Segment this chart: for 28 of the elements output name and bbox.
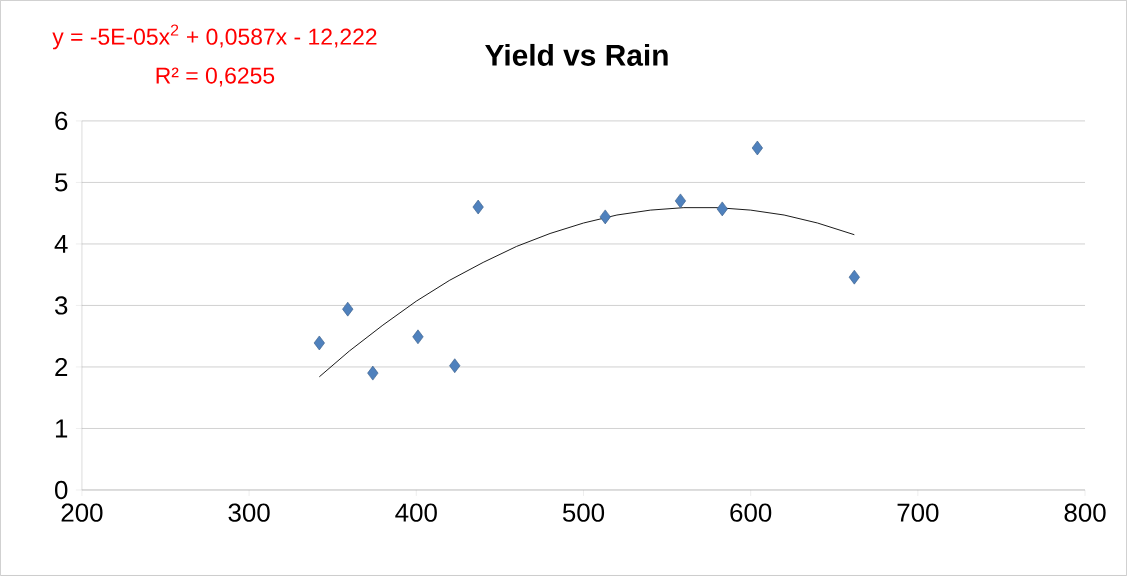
x-tick-label: 400 xyxy=(395,503,437,522)
point xyxy=(751,140,763,156)
point xyxy=(599,209,611,225)
y-tick-label: 5 xyxy=(55,173,68,192)
y-tick-label: 3 xyxy=(54,296,68,315)
point xyxy=(674,193,687,209)
point xyxy=(716,201,728,217)
y-tick-label: 2 xyxy=(55,357,68,377)
point xyxy=(313,335,325,351)
point xyxy=(449,358,461,374)
y-tick-label: 0 xyxy=(55,480,68,500)
x-tick-label: 800 xyxy=(1064,503,1106,522)
point xyxy=(412,329,424,345)
y-tick-label: 6 xyxy=(55,111,68,131)
point xyxy=(367,365,379,381)
x-tick-label: 300 xyxy=(228,503,270,522)
point xyxy=(472,199,484,215)
chart-title: Yield vs Rain xyxy=(485,43,668,66)
point xyxy=(848,269,860,285)
y-tick-label: 4 xyxy=(54,235,68,253)
text: R² = 0,6255 xyxy=(156,67,275,87)
x-tick-label: 700 xyxy=(897,503,939,522)
point xyxy=(342,301,354,317)
x-tick-label: 200 xyxy=(61,503,103,522)
text: y = -5E-05x$^{2}$ + 0,0587x - 12,222 xyxy=(52,24,377,50)
x-tick-label: 500 xyxy=(562,503,605,522)
x-tick-label: 600 xyxy=(730,503,772,522)
y-tick-label: 1 xyxy=(55,419,68,438)
